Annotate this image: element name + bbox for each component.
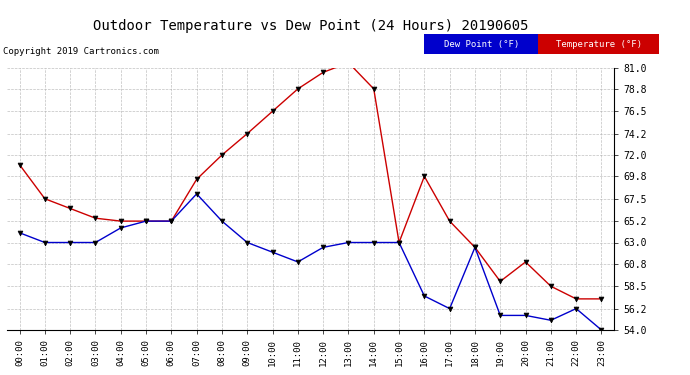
- Text: Copyright 2019 Cartronics.com: Copyright 2019 Cartronics.com: [3, 47, 159, 56]
- Text: Outdoor Temperature vs Dew Point (24 Hours) 20190605: Outdoor Temperature vs Dew Point (24 Hou…: [92, 19, 529, 33]
- Text: Temperature (°F): Temperature (°F): [555, 40, 642, 49]
- Text: Dew Point (°F): Dew Point (°F): [444, 40, 519, 49]
